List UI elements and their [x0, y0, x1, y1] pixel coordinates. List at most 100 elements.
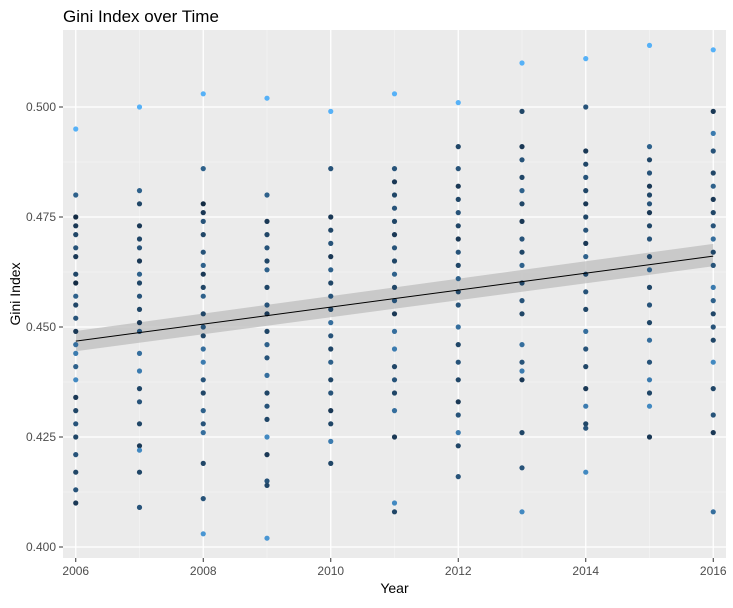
data-point [73, 232, 79, 238]
data-point [264, 218, 270, 224]
data-point [264, 342, 270, 348]
data-point [455, 210, 461, 216]
data-point [200, 531, 206, 537]
data-point [136, 236, 143, 242]
data-point [136, 271, 143, 277]
data-point [455, 166, 461, 172]
data-point [73, 364, 79, 370]
data-point [455, 236, 461, 242]
data-point [73, 280, 79, 286]
data-point [200, 421, 206, 427]
data-point [646, 267, 653, 273]
data-point [328, 166, 334, 172]
data-point [264, 452, 270, 458]
data-point [710, 509, 716, 515]
data-points [73, 42, 716, 541]
data-point [646, 223, 653, 229]
data-point [583, 254, 589, 260]
data-point [519, 377, 525, 383]
data-point [391, 346, 398, 352]
data-point [136, 188, 143, 194]
data-point [646, 201, 653, 207]
data-point [710, 412, 716, 418]
data-point [328, 421, 334, 427]
data-point [73, 254, 79, 260]
data-point [583, 214, 589, 220]
data-point [73, 223, 79, 229]
data-point [264, 434, 270, 440]
data-point [73, 434, 79, 440]
data-point [455, 342, 461, 348]
data-point [328, 333, 334, 339]
confidence-band [75, 243, 714, 352]
data-point [519, 144, 525, 150]
data-point [391, 245, 398, 251]
data-point [646, 320, 653, 326]
data-point [455, 324, 461, 330]
data-point [73, 192, 79, 198]
data-point [455, 399, 461, 405]
data-point [455, 302, 461, 308]
data-point [200, 346, 206, 352]
data-point [200, 408, 206, 414]
data-point [200, 390, 206, 396]
data-point [328, 240, 334, 246]
data-point [646, 42, 653, 49]
data-point [73, 469, 79, 475]
data-point [328, 227, 334, 233]
data-point [264, 403, 270, 409]
data-point [583, 364, 589, 370]
data-point [200, 377, 206, 383]
data-point [328, 293, 334, 299]
data-point [73, 214, 79, 220]
data-point [136, 368, 143, 374]
data-point [328, 377, 334, 383]
x-tick-label: 2016 [700, 564, 727, 578]
data-point [519, 262, 525, 268]
y-tick-label: 0.450 [26, 320, 56, 334]
data-point [455, 144, 461, 150]
data-point [646, 254, 653, 260]
data-point [710, 183, 716, 189]
data-point [455, 443, 461, 449]
data-point [136, 469, 143, 475]
data-point [583, 328, 589, 334]
data-point [519, 60, 525, 66]
data-point [519, 236, 525, 242]
regression-line [75, 255, 714, 342]
data-point [646, 359, 653, 365]
data-point [391, 328, 398, 334]
data-point [519, 509, 525, 515]
data-point [710, 284, 716, 290]
data-point [455, 474, 461, 480]
data-point [583, 271, 589, 277]
data-point [200, 460, 206, 466]
data-point [136, 306, 143, 312]
data-point [519, 465, 525, 471]
data-point [200, 293, 206, 299]
data-point [646, 236, 653, 242]
x-axis-label: Year [380, 580, 409, 596]
data-point [136, 104, 143, 110]
data-point [391, 509, 398, 515]
data-point [710, 262, 716, 268]
data-point [328, 460, 334, 466]
data-point [264, 302, 270, 308]
y-tick-label: 0.425 [26, 430, 56, 444]
data-point [73, 315, 79, 321]
data-point [136, 201, 143, 207]
data-point [136, 399, 143, 405]
data-point [455, 359, 461, 365]
data-point [710, 249, 716, 255]
data-point [583, 425, 589, 431]
confidence-band-area [75, 243, 714, 352]
data-point [73, 421, 79, 427]
data-point [136, 504, 143, 510]
data-point [583, 469, 589, 475]
data-point [328, 359, 334, 365]
data-point [264, 192, 270, 198]
data-point [710, 47, 716, 53]
data-point [710, 223, 716, 229]
data-point [710, 337, 716, 343]
data-point [73, 487, 79, 493]
